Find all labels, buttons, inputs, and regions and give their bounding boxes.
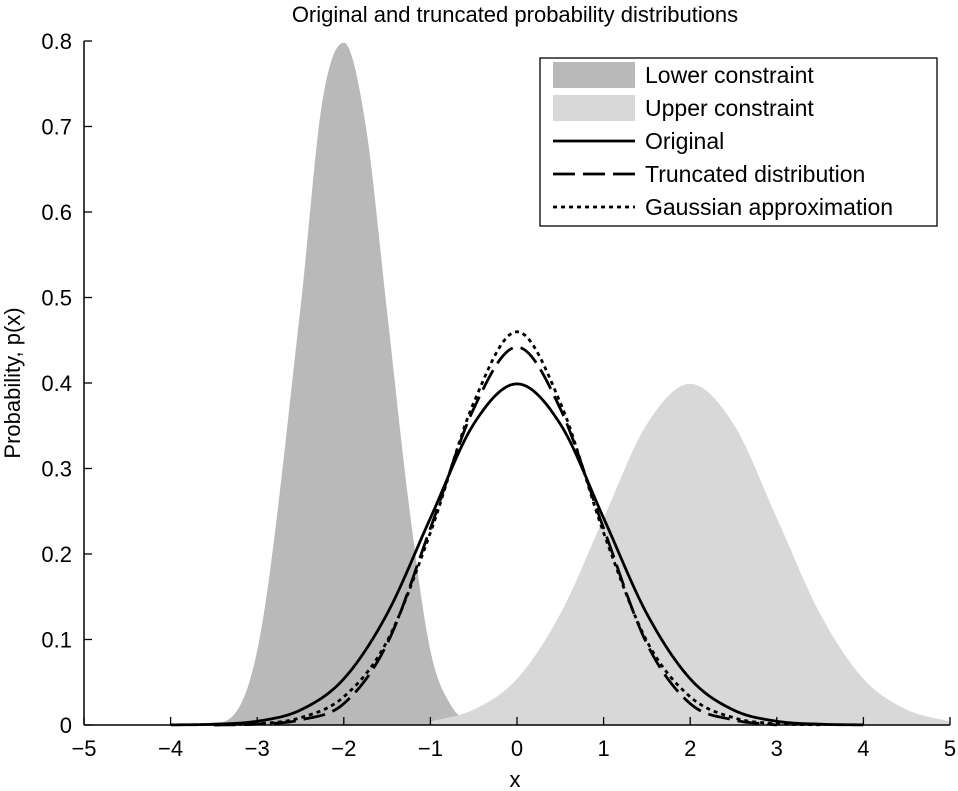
y-tick-label: 0.3 [41, 457, 72, 482]
y-tick-label: 0.5 [41, 286, 72, 311]
x-tick-label: −1 [418, 736, 443, 761]
x-tick-label: 1 [597, 736, 609, 761]
y-axis-label: Probability, p(x) [0, 307, 25, 458]
series-line-truncated-distribution [213, 345, 777, 727]
axes: −5 −4 −3 −2 −1 0 1 2 3 4 5 0 0.1 0.2 0.3 0.4 0.5 0.6 0.7 0.… [41, 29, 956, 761]
legend-swatch-lower-constraint [553, 62, 635, 88]
x-tick-label: −2 [331, 736, 356, 761]
x-tick-label: 4 [857, 736, 869, 761]
x-tick-label: 2 [684, 736, 696, 761]
legend-label-lower-constraint: Lower constraint [645, 62, 814, 88]
series-line-gaussian-approximation [213, 330, 821, 727]
x-axis-label: x [510, 767, 521, 791]
legend: Lower constraint Upper constraint Original… [539, 57, 938, 227]
x-tick-label: −4 [158, 736, 183, 761]
y-tick-label: 0.7 [41, 115, 72, 140]
x-tick-label: −5 [71, 736, 96, 761]
chart-title: Original and truncated probability distr… [292, 2, 738, 27]
y-tick-label: 0 [60, 713, 72, 738]
legend-label-original: Original [645, 128, 724, 154]
legend-label-gaussian-approximation: Gaussian approximation [645, 194, 893, 220]
plot-area [170, 42, 950, 727]
legend-label-upper-constraint: Upper constraint [645, 95, 814, 121]
series-area-upper-constraint [430, 383, 950, 725]
series-area-lower-constraint [170, 42, 474, 725]
y-tick-label: 0.8 [41, 29, 72, 54]
y-tick-label: 0.6 [41, 200, 72, 225]
legend-swatch-upper-constraint [553, 95, 635, 121]
x-tick-label: 5 [944, 736, 956, 761]
y-tick-label: 0.4 [41, 371, 72, 396]
y-tick-label: 0.2 [41, 542, 72, 567]
x-tick-label: −3 [245, 736, 270, 761]
y-tick-label: 0.1 [41, 628, 72, 653]
x-tick-label: 0 [511, 736, 523, 761]
x-tick-label: 3 [771, 736, 783, 761]
legend-label-truncated-distribution: Truncated distribution [645, 161, 865, 187]
series-line-original [170, 382, 864, 727]
